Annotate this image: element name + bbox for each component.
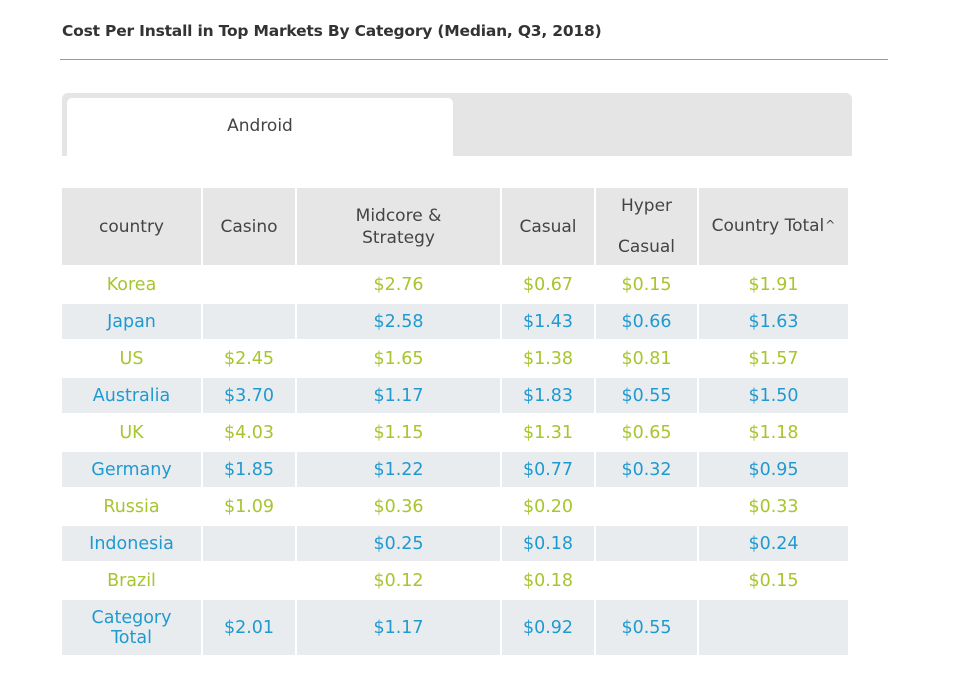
- casual-cell: $0.20: [502, 489, 596, 526]
- header-midcore-strategy[interactable]: Midcore & Strategy: [297, 188, 502, 267]
- country-total-cell: $1.50: [699, 378, 848, 415]
- country-total-cell: $1.91: [699, 267, 848, 304]
- midcore-total-cell: $1.17: [297, 600, 502, 657]
- hyper-casual-cell: $0.15: [596, 267, 699, 304]
- casual-cell: $1.43: [502, 304, 596, 341]
- casual-cell: $0.18: [502, 526, 596, 563]
- header-casino[interactable]: Casino: [203, 188, 297, 267]
- country-cell: Australia: [62, 378, 203, 415]
- table-row: Japan $2.58 $1.43 $0.66 $1.63: [62, 304, 848, 341]
- header-midcore-line1: Midcore &: [355, 205, 442, 226]
- table-row: Russia $1.09 $0.36 $0.20 $0.33: [62, 489, 848, 526]
- table-row: US $2.45 $1.65 $1.38 $0.81 $1.57: [62, 341, 848, 378]
- casino-cell: $4.03: [203, 415, 297, 452]
- hyper-casual-cell: $0.65: [596, 415, 699, 452]
- grand-total-cell: [699, 600, 848, 657]
- casual-cell: $0.77: [502, 452, 596, 489]
- cpi-table: country Casino Midcore & Strategy Casual…: [62, 188, 848, 657]
- header-casual[interactable]: Casual: [502, 188, 596, 267]
- country-cell: UK: [62, 415, 203, 452]
- casino-cell: [203, 526, 297, 563]
- country-total-cell: $0.15: [699, 563, 848, 600]
- header-hyper-line1: Hyper: [620, 196, 673, 216]
- hyper-casual-cell: $0.32: [596, 452, 699, 489]
- hyper-casual-cell: [596, 526, 699, 563]
- table-header-row: country Casino Midcore & Strategy Casual…: [62, 188, 848, 267]
- casino-cell: [203, 563, 297, 600]
- casino-total-cell: $2.01: [203, 600, 297, 657]
- country-cell: US: [62, 341, 203, 378]
- category-total-label-line2: Total: [111, 627, 152, 648]
- header-country-label: country: [98, 216, 164, 237]
- hyper-casual-cell: $0.81: [596, 341, 699, 378]
- category-total-row: Category Total $2.01 $1.17 $0.92 $0.55: [62, 600, 848, 657]
- country-total-cell: $1.57: [699, 341, 848, 378]
- tab-bar: Android: [62, 93, 852, 156]
- country-cell: Germany: [62, 452, 203, 489]
- tab-android[interactable]: Android: [67, 98, 453, 156]
- hyper-casual-cell: [596, 489, 699, 526]
- casino-cell: $1.09: [203, 489, 297, 526]
- midcore-cell: $1.17: [297, 378, 502, 415]
- midcore-cell: $2.58: [297, 304, 502, 341]
- header-midcore-line2: Strategy: [362, 227, 435, 248]
- country-cell: Russia: [62, 489, 203, 526]
- country-total-cell: $1.18: [699, 415, 848, 452]
- table-row: Korea $2.76 $0.67 $0.15 $1.91: [62, 267, 848, 304]
- casual-cell: $0.18: [502, 563, 596, 600]
- header-country[interactable]: country: [62, 188, 203, 267]
- country-cell: Brazil: [62, 563, 203, 600]
- casual-cell: $1.83: [502, 378, 596, 415]
- country-total-cell: $0.24: [699, 526, 848, 563]
- header-hyper-line2: Casual: [617, 237, 676, 257]
- header-casino-label: Casino: [220, 216, 278, 237]
- page-title: Cost Per Install in Top Markets By Categ…: [62, 22, 602, 40]
- casino-cell: $2.45: [203, 341, 297, 378]
- casual-cell: $0.67: [502, 267, 596, 304]
- country-cell: Korea: [62, 267, 203, 304]
- header-country-total-label: Country Total: [711, 216, 825, 236]
- casino-cell: [203, 304, 297, 341]
- hyper-casual-cell: $0.66: [596, 304, 699, 341]
- category-total-label-line1: Category: [91, 607, 172, 628]
- casual-cell: $1.31: [502, 415, 596, 452]
- category-total-label-cell: Category Total: [62, 600, 203, 657]
- table-row: Germany $1.85 $1.22 $0.77 $0.32 $0.95: [62, 452, 848, 489]
- hyper-casual-cell: [596, 563, 699, 600]
- table-row: Indonesia $0.25 $0.18 $0.24: [62, 526, 848, 563]
- sort-ascending-icon[interactable]: ^: [825, 218, 836, 232]
- table-row: UK $4.03 $1.15 $1.31 $0.65 $1.18: [62, 415, 848, 452]
- midcore-cell: $1.15: [297, 415, 502, 452]
- table-row: Brazil $0.12 $0.18 $0.15: [62, 563, 848, 600]
- casino-cell: $3.70: [203, 378, 297, 415]
- casino-cell: $1.85: [203, 452, 297, 489]
- country-total-cell: $0.95: [699, 452, 848, 489]
- header-hyper-casual[interactable]: Hyper Casual: [596, 188, 699, 267]
- midcore-cell: $1.65: [297, 341, 502, 378]
- country-cell: Indonesia: [62, 526, 203, 563]
- midcore-cell: $1.22: [297, 452, 502, 489]
- title-divider: [60, 59, 888, 60]
- midcore-cell: $0.25: [297, 526, 502, 563]
- casual-cell: $1.38: [502, 341, 596, 378]
- hyper-casual-cell: $0.55: [596, 378, 699, 415]
- table-row: Australia $3.70 $1.17 $1.83 $0.55 $1.50: [62, 378, 848, 415]
- country-total-cell: $1.63: [699, 304, 848, 341]
- hyper-casual-total-cell: $0.55: [596, 600, 699, 657]
- midcore-cell: $0.12: [297, 563, 502, 600]
- midcore-cell: $0.36: [297, 489, 502, 526]
- country-cell: Japan: [62, 304, 203, 341]
- casino-cell: [203, 267, 297, 304]
- country-total-cell: $0.33: [699, 489, 848, 526]
- header-casual-label: Casual: [519, 216, 577, 237]
- casual-total-cell: $0.92: [502, 600, 596, 657]
- header-country-total[interactable]: Country Total^: [699, 188, 848, 267]
- midcore-cell: $2.76: [297, 267, 502, 304]
